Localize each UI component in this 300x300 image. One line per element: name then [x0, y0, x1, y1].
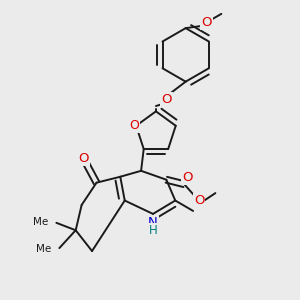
Text: O: O: [194, 194, 204, 207]
Text: Me: Me: [36, 244, 51, 254]
Text: O: O: [129, 119, 139, 132]
Text: O: O: [201, 16, 212, 29]
Text: H: H: [148, 224, 157, 237]
Text: Me: Me: [33, 217, 48, 226]
Text: O: O: [79, 152, 89, 165]
Text: O: O: [182, 171, 193, 184]
Text: O: O: [161, 93, 172, 106]
Text: N: N: [148, 216, 158, 229]
